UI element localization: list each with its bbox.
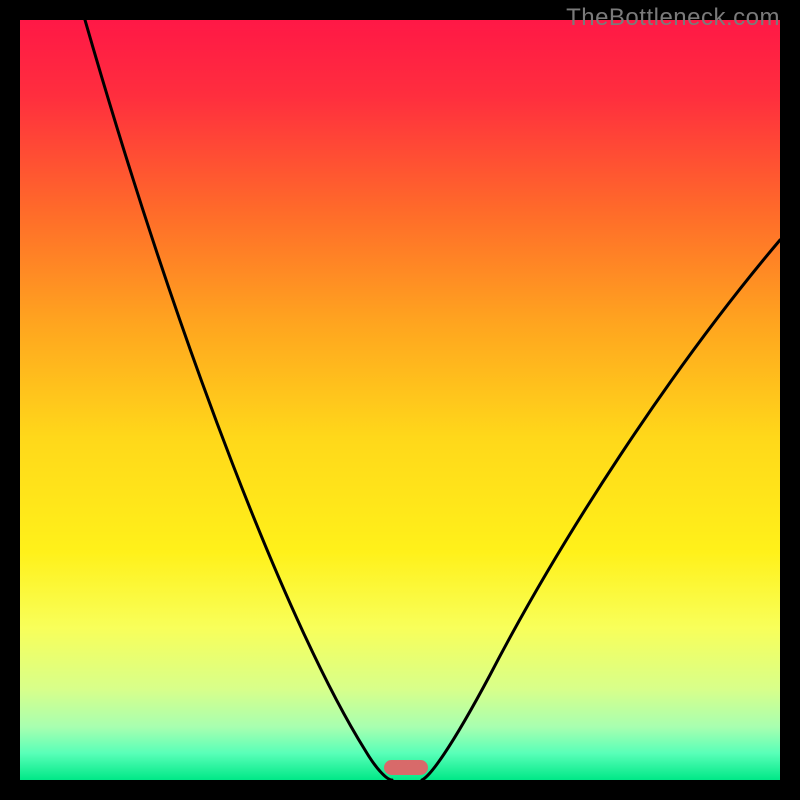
plot-area — [20, 20, 780, 780]
curve-left — [85, 20, 392, 780]
bottleneck-marker — [384, 760, 428, 775]
bottleneck-curves — [20, 20, 780, 780]
curve-right — [422, 240, 780, 780]
watermark-text: TheBottleneck.com — [566, 4, 780, 32]
